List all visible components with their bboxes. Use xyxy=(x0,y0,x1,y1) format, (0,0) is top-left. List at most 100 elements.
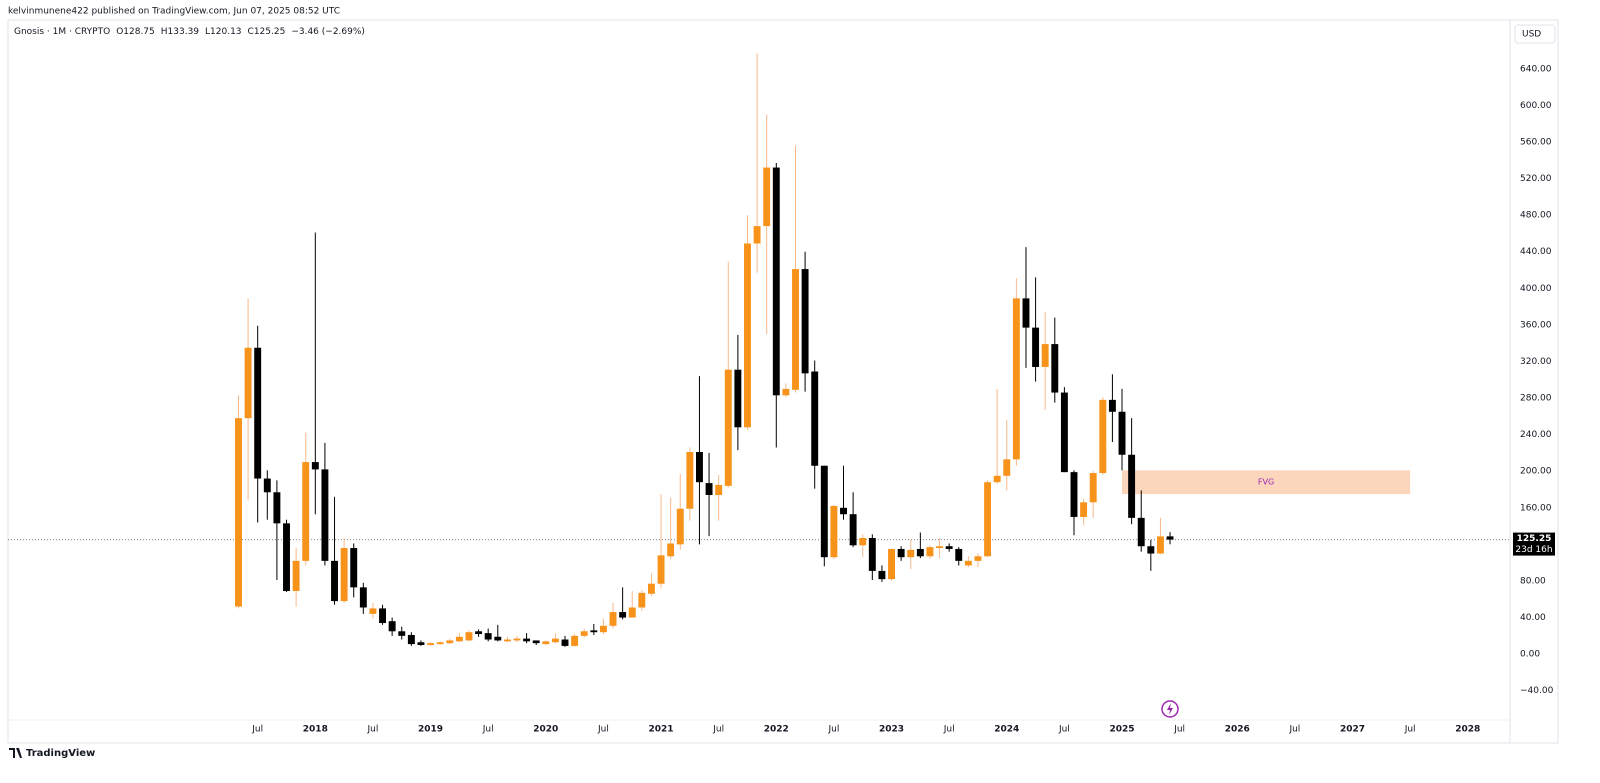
y-tick-label: 80.00 xyxy=(1520,576,1546,586)
candle-body xyxy=(686,452,694,509)
candle-body xyxy=(926,547,934,557)
candle-body xyxy=(792,269,799,390)
y-tick-label: 40.00 xyxy=(1520,613,1546,623)
x-tick-label: Jul xyxy=(597,725,609,735)
candle-body xyxy=(696,452,703,483)
candle-body xyxy=(907,549,915,558)
y-tick-label: 480.00 xyxy=(1520,211,1552,221)
candle-body xyxy=(235,418,242,607)
candle-body xyxy=(503,639,511,642)
candle-body xyxy=(455,636,463,642)
candle-body xyxy=(292,560,300,592)
y-tick-label: 440.00 xyxy=(1520,247,1552,257)
candle-body xyxy=(1108,399,1116,412)
last-price-label: 125.25 xyxy=(1517,534,1552,544)
candle-body xyxy=(724,369,732,486)
x-tick-label: 2020 xyxy=(533,725,558,735)
x-tick-label: 2024 xyxy=(994,725,1019,735)
x-tick-label: Jul xyxy=(1058,725,1070,735)
candle-body xyxy=(964,560,972,566)
candle-body xyxy=(1032,327,1040,367)
candle-body xyxy=(417,642,425,645)
candle-body xyxy=(657,555,665,584)
x-tick-label: Jul xyxy=(1173,725,1185,735)
fvg-label: FVG xyxy=(1258,478,1274,487)
candle-body xyxy=(676,508,684,545)
ohlc-low: L120.13 xyxy=(205,27,242,37)
candle-body xyxy=(1156,536,1164,554)
last-price-tag xyxy=(1513,532,1555,556)
x-tick-label: 2023 xyxy=(879,725,904,735)
candle-body xyxy=(782,388,790,396)
candle-body xyxy=(590,630,598,633)
candle-body xyxy=(993,475,1001,483)
candle-body xyxy=(849,514,857,546)
candle-body xyxy=(580,631,588,636)
candle-body xyxy=(513,638,521,641)
event-bolt xyxy=(1167,703,1173,715)
x-tick-label: Jul xyxy=(943,725,955,735)
candle-body xyxy=(878,570,886,580)
x-tick-label: 2028 xyxy=(1455,725,1480,735)
currency[interactable]: USD xyxy=(1522,30,1541,40)
candle-body xyxy=(955,548,963,561)
countdown: 23d 16h xyxy=(1515,545,1552,555)
y-tick-label: 600.00 xyxy=(1520,101,1552,111)
candle-body xyxy=(599,625,607,633)
candle-body xyxy=(523,638,531,642)
candle-body xyxy=(1137,517,1145,547)
candle-body xyxy=(475,631,483,635)
x-tick-label: 2021 xyxy=(649,725,674,735)
candle-body xyxy=(302,462,310,561)
x-tick-label: Jul xyxy=(827,725,839,735)
candle-body xyxy=(1118,411,1126,455)
candle-body xyxy=(379,608,386,624)
candle-body xyxy=(484,633,492,640)
y-tick-label: 320.00 xyxy=(1520,357,1552,367)
candle-body xyxy=(897,548,905,558)
candle-body xyxy=(340,548,348,602)
y-tick-label: 240.00 xyxy=(1520,430,1552,440)
published: kelvinmunene422 published on TradingView… xyxy=(8,7,340,17)
x-tick-label: 2019 xyxy=(418,725,443,735)
y-tick-label: 400.00 xyxy=(1520,284,1552,294)
x-tick-label: 2026 xyxy=(1225,725,1250,735)
y-tick-label: 200.00 xyxy=(1520,467,1552,477)
x-tick-label: 2022 xyxy=(764,725,789,735)
brand-logo xyxy=(9,748,22,758)
candle-body xyxy=(1051,344,1059,393)
candle-body xyxy=(916,548,924,557)
y-tick-label: 280.00 xyxy=(1520,394,1552,404)
candle-body xyxy=(936,546,944,549)
candle-body xyxy=(359,587,367,608)
currency-box[interactable] xyxy=(1514,24,1556,44)
candle-body xyxy=(868,537,876,571)
candle-body xyxy=(436,642,444,645)
x-tick-label: 2018 xyxy=(303,725,328,735)
candle-body xyxy=(273,492,281,524)
y-tick-label: 0.00 xyxy=(1520,650,1540,660)
candle-body xyxy=(715,484,723,495)
candle-body xyxy=(705,483,713,495)
candle-body xyxy=(350,548,358,588)
symbol-legend: Gnosis · 1M · CRYPTO O128.75 H133.39 L120.1… xyxy=(14,27,365,37)
candle-body xyxy=(254,347,262,479)
x-tick-label: 2027 xyxy=(1340,725,1365,735)
candle-body xyxy=(244,347,252,419)
symbol: Gnosis · 1M · CRYPTO xyxy=(14,27,110,37)
candle-body xyxy=(1003,459,1011,476)
ohlc-high: H133.39 xyxy=(161,27,200,37)
candle-body xyxy=(1022,298,1030,328)
candle-body xyxy=(744,243,751,428)
candle-body xyxy=(830,505,838,558)
candle-body xyxy=(811,371,819,466)
candle-body xyxy=(647,583,655,594)
candle-body xyxy=(427,643,435,645)
candle-body xyxy=(667,543,675,557)
candle-body xyxy=(283,523,290,592)
candle-body xyxy=(1089,473,1097,503)
candle-body xyxy=(840,507,847,515)
candle-body xyxy=(1147,546,1155,554)
candle-body xyxy=(571,635,579,646)
